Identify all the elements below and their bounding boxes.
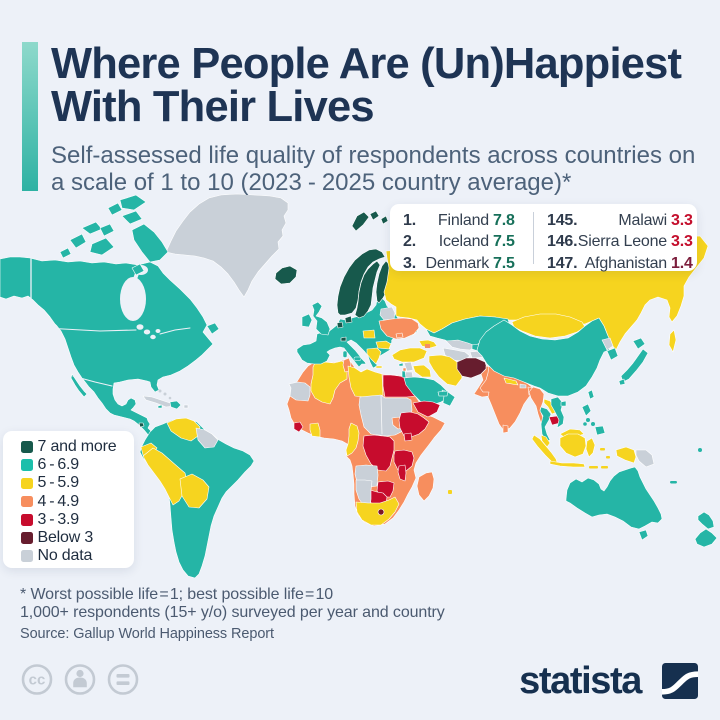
svg-text:cc: cc (29, 672, 46, 689)
